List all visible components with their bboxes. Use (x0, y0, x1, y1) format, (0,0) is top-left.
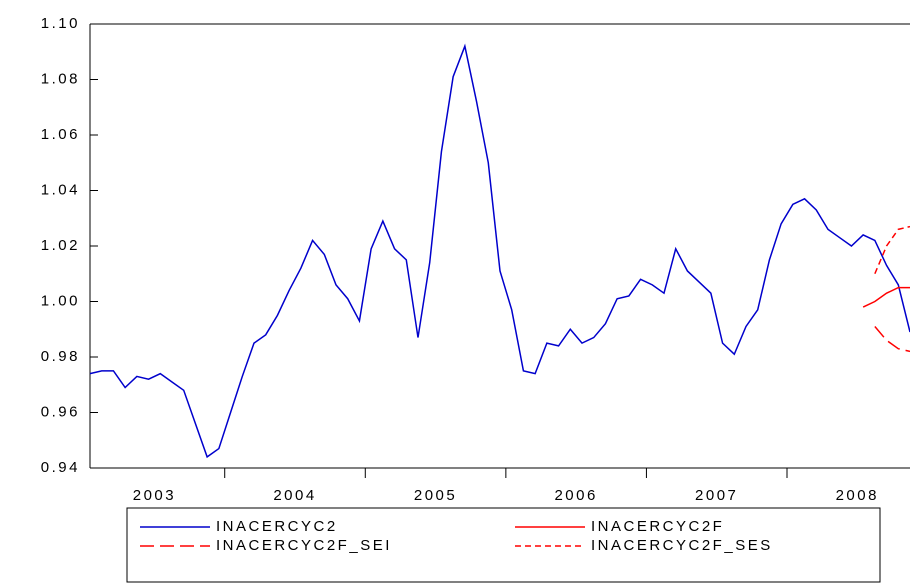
y-tick-label: 0.94 (41, 459, 80, 476)
x-tick-label: 2007 (695, 487, 738, 504)
y-tick-label: 1.04 (41, 181, 80, 198)
series-line (874, 325, 910, 353)
y-tick-label: 0.98 (41, 348, 80, 365)
legend-label: INACERCYC2F (591, 518, 724, 535)
y-tick-label: 1.10 (41, 15, 80, 32)
series-line (89, 43, 910, 459)
y-tick-label: 1.08 (41, 70, 80, 87)
y-tick-label: 1.06 (41, 126, 80, 143)
series-line (862, 286, 910, 308)
x-tick-label: 2008 (836, 487, 879, 504)
legend-label: INACERCYC2F_SEI (216, 537, 392, 554)
y-tick-label: 1.00 (41, 292, 80, 309)
y-tick-label: 1.02 (41, 237, 80, 254)
x-tick-label: 2005 (414, 487, 457, 504)
legend-label: INACERCYC2F_SES (591, 537, 773, 554)
y-tick-label: 0.96 (41, 403, 80, 420)
legend-box (126, 507, 881, 583)
x-tick-label: 2003 (133, 487, 176, 504)
legend-label: INACERCYC2 (216, 518, 338, 535)
x-tick-label: 2006 (554, 487, 597, 504)
series-line (874, 225, 910, 275)
x-tick-label: 2004 (273, 487, 316, 504)
